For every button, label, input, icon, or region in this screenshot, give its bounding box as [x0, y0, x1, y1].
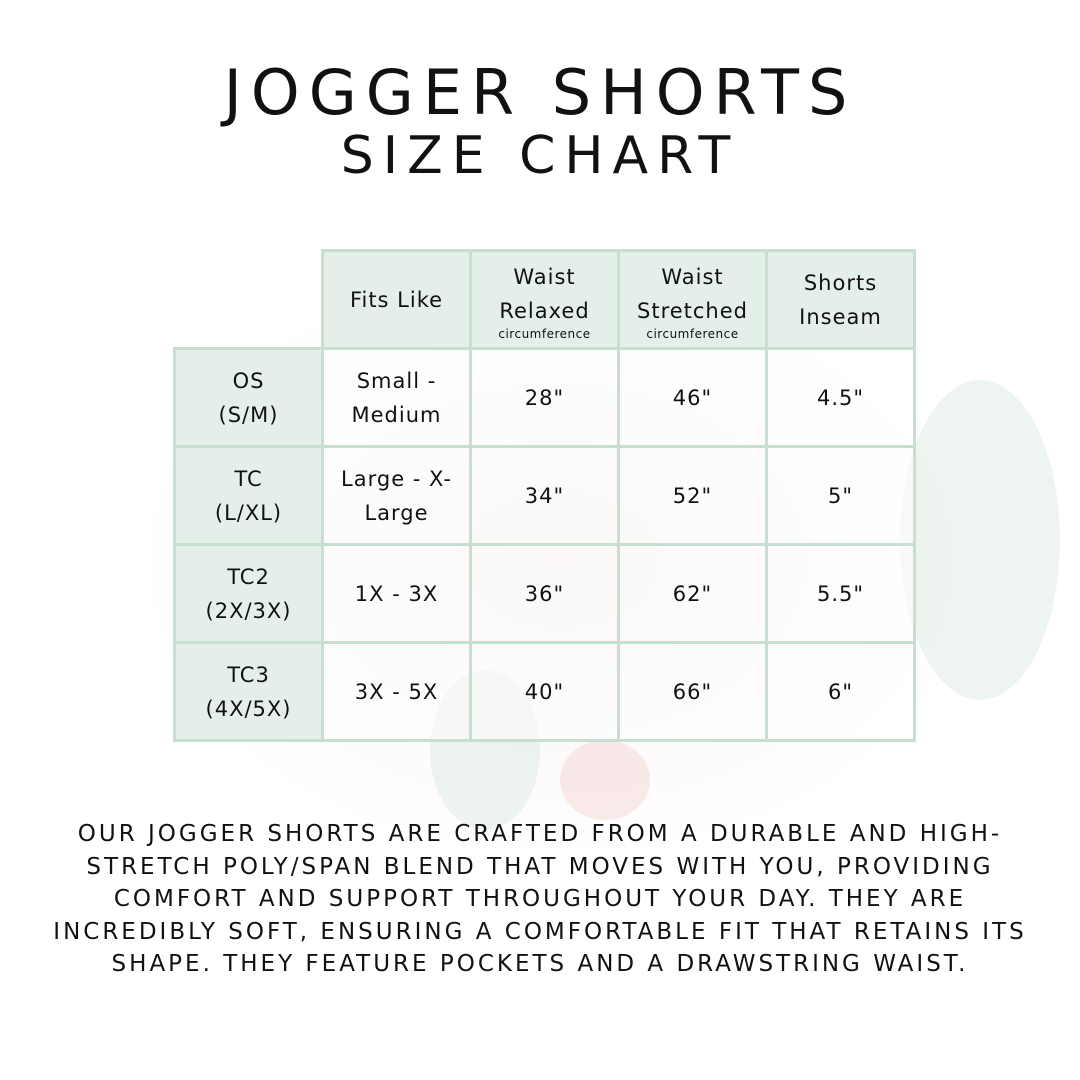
header-waist-stretched: Waist Stretched circumference	[617, 249, 768, 350]
empty-corner-cell	[175, 251, 323, 349]
stretched-cell: 46"	[617, 347, 768, 448]
table-header-row: Fits Like Waist Relaxed circumference Wai…	[175, 249, 916, 350]
size-cell: OS (S/M)	[173, 347, 324, 448]
inseam-cell: 5.5"	[765, 543, 916, 644]
header-label: Fits Like	[349, 287, 444, 312]
size-range: (S/M)	[218, 402, 279, 427]
size-range: (4X/5X)	[205, 696, 292, 721]
header-sub: circumference	[646, 326, 739, 341]
cactus-decoration	[900, 380, 1060, 700]
header-shorts-inseam: Shorts Inseam	[765, 249, 916, 350]
fits-cell: 3X - 5X	[321, 641, 472, 742]
inseam-cell: 4.5"	[765, 347, 916, 448]
size-label: TC2	[227, 564, 270, 589]
header-label: Waist Relaxed	[499, 264, 590, 323]
table-row: TC (L/XL) Large - X-Large 34" 52" 5"	[173, 445, 916, 546]
flower-decoration	[560, 740, 650, 820]
size-label: OS	[232, 368, 265, 393]
relaxed-cell: 34"	[469, 445, 620, 546]
header-label: Waist Stretched	[637, 264, 748, 323]
stretched-cell: 62"	[617, 543, 768, 644]
fits-cell: 1X - 3X	[321, 543, 472, 644]
relaxed-cell: 40"	[469, 641, 620, 742]
size-cell: TC3 (4X/5X)	[173, 641, 324, 742]
product-description: Our jogger shorts are crafted from a dur…	[53, 821, 1027, 977]
relaxed-cell: 28"	[469, 347, 620, 448]
fits-cell: Small - Medium	[321, 347, 472, 448]
header-sub: circumference	[498, 326, 591, 341]
header-waist-relaxed: Waist Relaxed circumference	[469, 249, 620, 350]
inseam-cell: 5"	[765, 445, 916, 546]
size-cell: TC (L/XL)	[173, 445, 324, 546]
table-row: TC2 (2X/3X) 1X - 3X 36" 62" 5.5"	[173, 543, 916, 644]
size-chart-table: Fits Like Waist Relaxed circumference Wai…	[173, 249, 916, 742]
table-row: OS (S/M) Small - Medium 28" 46" 4.5"	[173, 347, 916, 448]
title-line-1: JOGGER SHORTS	[223, 56, 857, 129]
title-line-2: SIZE CHART	[340, 126, 740, 186]
size-label: TC3	[227, 662, 270, 687]
size-range: (2X/3X)	[205, 598, 292, 623]
size-range: (L/XL)	[214, 500, 283, 525]
relaxed-cell: 36"	[469, 543, 620, 644]
size-cell: TC2 (2X/3X)	[173, 543, 324, 644]
stretched-cell: 52"	[617, 445, 768, 546]
table-row: TC3 (4X/5X) 3X - 5X 40" 66" 6"	[173, 641, 916, 742]
header-fits-like: Fits Like	[321, 249, 472, 350]
fits-cell: Large - X-Large	[321, 445, 472, 546]
size-label: TC	[234, 466, 263, 491]
inseam-cell: 6"	[765, 641, 916, 742]
stretched-cell: 66"	[617, 641, 768, 742]
header-label: Shorts Inseam	[799, 270, 882, 329]
